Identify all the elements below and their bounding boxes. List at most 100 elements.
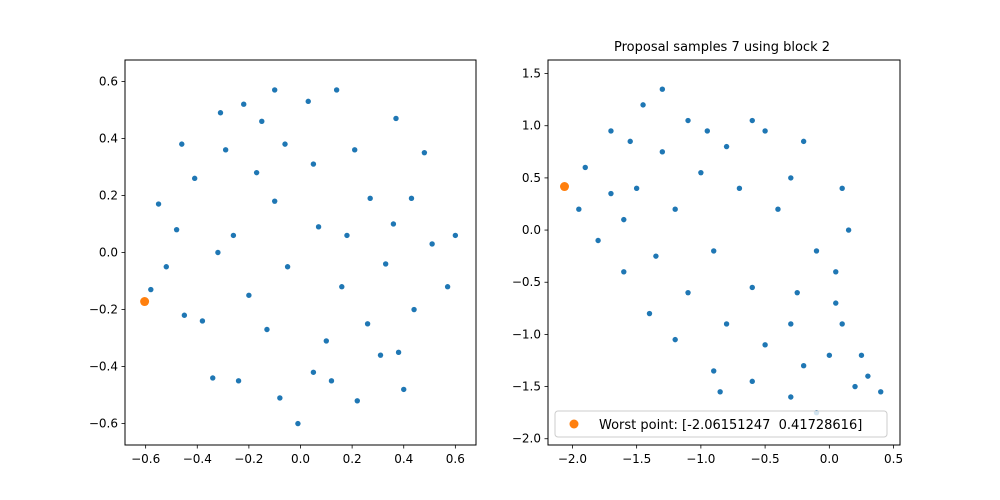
- legend-worst-point-marker: [569, 419, 579, 429]
- left-y-tick-label: 0.0: [99, 246, 118, 260]
- right-sample-point: [685, 117, 691, 124]
- left-sample-point: [333, 87, 340, 93]
- left-sample-point: [163, 264, 169, 270]
- right-sample-point: [775, 206, 781, 212]
- left-y-tick-label: 0.4: [99, 131, 118, 145]
- right-scatter-axes: Proposal samples 7 using block 2 −2.0 −1.…: [512, 40, 903, 466]
- left-x-tick-label: 0.6: [446, 452, 465, 466]
- left-y-ticks: −0.6 −0.4 −0.2 0.0 0.2 0.4 0.6: [89, 74, 125, 431]
- right-sample-point: [749, 117, 755, 124]
- left-y-tick-label: 0.6: [99, 74, 118, 88]
- left-sample-point: [310, 369, 317, 375]
- right-sample-point: [627, 138, 633, 145]
- right-sample-point: [839, 321, 845, 327]
- right-sample-point: [576, 206, 582, 212]
- left-sample-point: [408, 195, 415, 202]
- right-x-ticks: −2.0 −1.5 −1.0 −0.5 0.0 0.5: [558, 445, 903, 466]
- right-sample-point: [845, 227, 852, 233]
- left-sample-point: [354, 398, 360, 404]
- left-sample-point: [253, 169, 260, 176]
- left-y-tick-label: −0.4: [89, 360, 118, 374]
- right-y-tick-label: −0.5: [512, 275, 541, 289]
- right-points: [560, 86, 884, 416]
- right-x-tick-label: 0.5: [884, 452, 903, 466]
- right-sample-point: [621, 216, 627, 223]
- right-sample-point: [762, 342, 768, 348]
- right-sample-point: [788, 175, 794, 181]
- right-sample-point: [839, 185, 845, 192]
- right-x-tick-label: −1.5: [622, 452, 651, 466]
- right-y-tick-label: 0.5: [522, 171, 541, 185]
- right-sample-point: [653, 253, 659, 259]
- right-y-tick-label: 1.0: [522, 119, 541, 133]
- right-sample-point: [749, 284, 755, 291]
- left-sample-point: [452, 232, 459, 239]
- right-sample-point: [723, 321, 730, 327]
- left-sample-point: [259, 118, 265, 125]
- right-sample-point: [788, 394, 794, 400]
- right-sample-point: [833, 300, 839, 306]
- right-sample-point: [711, 248, 717, 254]
- right-sample-point: [711, 368, 717, 374]
- left-sample-point: [315, 224, 322, 230]
- right-sample-point: [704, 128, 710, 134]
- left-x-tick-label: 0.4: [394, 452, 413, 466]
- left-sample-point: [328, 378, 335, 384]
- left-y-tick-label: −0.2: [89, 303, 118, 317]
- right-sample-point: [865, 373, 871, 379]
- legend-worst-point-label: Worst point: [-2.06151247 0.41728616]: [599, 418, 862, 433]
- left-sample-point: [191, 175, 198, 182]
- left-sample-point: [241, 101, 247, 107]
- right-sample-point: [659, 149, 666, 155]
- right-worst-point: [560, 182, 570, 192]
- left-x-tick-label: −0.2: [234, 452, 263, 466]
- right-sample-point: [762, 128, 768, 134]
- left-points: [140, 87, 459, 427]
- left-sample-point: [310, 161, 317, 167]
- left-sample-point: [217, 110, 224, 116]
- right-sample-point: [608, 190, 614, 197]
- left-sample-point: [364, 321, 371, 327]
- left-sample-point: [222, 147, 229, 153]
- left-sample-point: [264, 326, 270, 333]
- left-sample-point: [155, 201, 162, 207]
- left-sample-point: [390, 221, 397, 227]
- left-sample-point: [230, 232, 237, 239]
- left-sample-point: [339, 284, 345, 290]
- left-sample-point: [246, 292, 252, 298]
- left-sample-point: [444, 284, 451, 290]
- right-x-tick-label: −1.0: [686, 452, 715, 466]
- left-sample-point: [344, 232, 350, 239]
- left-sample-point: [429, 241, 435, 247]
- right-sample-point: [621, 269, 627, 275]
- left-sample-point: [367, 195, 373, 202]
- left-scatter-axes: −0.6 −0.4 −0.2 0.0 0.2 0.4 0.6 −0.6 −0.4 −0.2 0.0…: [89, 59, 477, 466]
- legend: Worst point: [-2.06151247 0.41728616]: [554, 410, 888, 438]
- right-sample-point: [685, 289, 691, 296]
- right-sample-point: [800, 363, 807, 369]
- left-sample-point: [305, 98, 311, 105]
- left-sample-point: [377, 352, 384, 358]
- legend-box: [554, 410, 888, 438]
- right-axes-frame: [547, 59, 901, 446]
- right-sample-point: [698, 169, 704, 176]
- right-sample-point: [833, 269, 839, 275]
- left-x-tick-label: −0.6: [131, 452, 160, 466]
- right-sample-point: [736, 185, 743, 192]
- right-chart-title: Proposal samples 7 using block 2: [614, 40, 830, 55]
- right-sample-point: [582, 164, 588, 171]
- right-y-tick-label: −1.0: [512, 327, 541, 341]
- right-y-tick-label: 0.0: [522, 223, 541, 237]
- left-sample-point: [271, 87, 278, 93]
- right-sample-point: [672, 206, 678, 212]
- right-sample-point: [749, 378, 755, 385]
- right-y-tick-label: −2.0: [512, 432, 541, 446]
- left-x-tick-label: −0.4: [183, 452, 212, 466]
- right-sample-point: [788, 321, 794, 327]
- left-sample-point: [395, 349, 402, 356]
- right-sample-point: [595, 237, 601, 244]
- left-y-tick-label: −0.6: [89, 417, 118, 431]
- left-sample-point: [382, 261, 389, 267]
- right-y-tick-label: 1.5: [522, 67, 541, 81]
